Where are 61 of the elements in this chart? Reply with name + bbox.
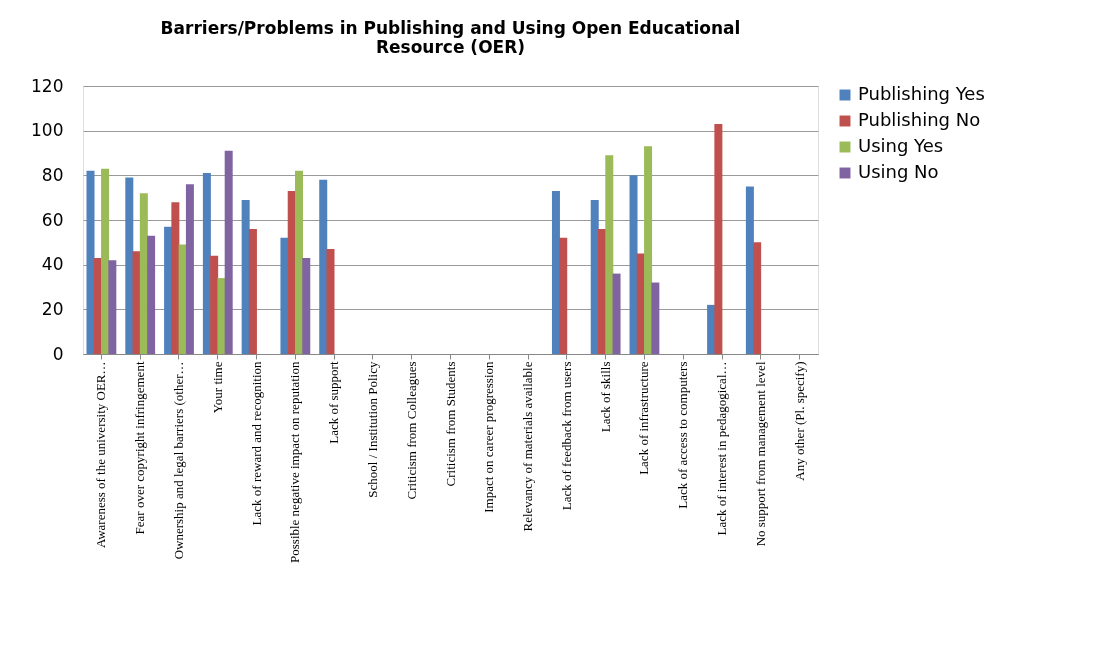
bar	[101, 168, 110, 354]
bar	[224, 150, 233, 354]
bar	[248, 228, 257, 354]
bar	[745, 186, 754, 354]
bar	[319, 179, 328, 354]
bar	[217, 278, 226, 354]
bar	[210, 255, 219, 354]
bar	[241, 199, 250, 354]
x-tick-label: Ownership and legal barriers (other…	[171, 361, 186, 560]
y-tick-label: 0	[52, 343, 64, 364]
bar	[147, 235, 156, 354]
bar	[280, 237, 289, 354]
x-tick-label: Lack of reward and recognition	[248, 361, 264, 526]
x-tick-label: Awareness of the university OER…	[93, 361, 109, 549]
y-tick-label: 40	[41, 254, 64, 275]
x-tick-label: Impact on career progression	[481, 361, 497, 513]
y-tick-label: 100	[31, 120, 64, 141]
x-tick-label: Lack of access to computers	[675, 361, 691, 509]
bar	[629, 175, 638, 354]
x-tick-label: Fear over copyright infringement	[132, 361, 148, 535]
bar	[185, 184, 194, 354]
bar	[551, 190, 560, 354]
bar	[590, 199, 599, 354]
bar	[294, 170, 303, 354]
bar	[202, 173, 211, 354]
y-tick-label: 60	[41, 209, 64, 230]
legend-label: Publishing No	[858, 109, 981, 130]
chart-title: Barriers/Problems in Publishing and Using Open Educational Resource (OER)	[160, 18, 741, 57]
x-tick-label: Possible negative impact on reputation	[287, 361, 303, 563]
bar	[612, 273, 621, 354]
x-tick-label: Lack of interest in pedagogical…	[714, 361, 729, 536]
x-tick-label: Criticism from Students	[442, 361, 458, 487]
legend-label: Using Yes	[858, 135, 944, 156]
bar	[171, 202, 180, 354]
x-tick-label: Criticism from Colleagues	[403, 361, 419, 500]
y-tick-label: 20	[41, 298, 64, 319]
legend-label: Using No	[858, 161, 939, 182]
bar	[86, 170, 95, 354]
bar	[605, 155, 614, 354]
bar	[714, 123, 723, 354]
bar	[125, 177, 134, 354]
x-tick-label: Your time	[209, 361, 225, 414]
x-tick-label: School / Institution Policy	[364, 361, 380, 498]
bar	[753, 242, 762, 354]
bar	[108, 260, 117, 354]
bar	[326, 249, 335, 354]
y-tick-label: 80	[41, 164, 64, 185]
bar	[302, 257, 311, 354]
legend-label: Publishing Yes	[858, 83, 985, 104]
x-tick-label: Lack of skills	[597, 361, 613, 433]
bar	[644, 146, 653, 354]
x-tick-label: Relevancy of materials available	[520, 361, 536, 532]
x-tick-label: Lack of infrastructure	[636, 361, 652, 475]
x-tick-label: Lack of feedback from users	[558, 361, 574, 511]
bar	[559, 237, 568, 354]
bar	[139, 193, 148, 354]
y-tick-label: 120	[31, 75, 64, 96]
x-tick-label: No support from management level	[752, 361, 768, 547]
x-tick-label: Any other (Pl. specify)	[791, 361, 807, 481]
bar	[651, 282, 660, 354]
x-tick-label: Lack of support	[326, 361, 342, 444]
